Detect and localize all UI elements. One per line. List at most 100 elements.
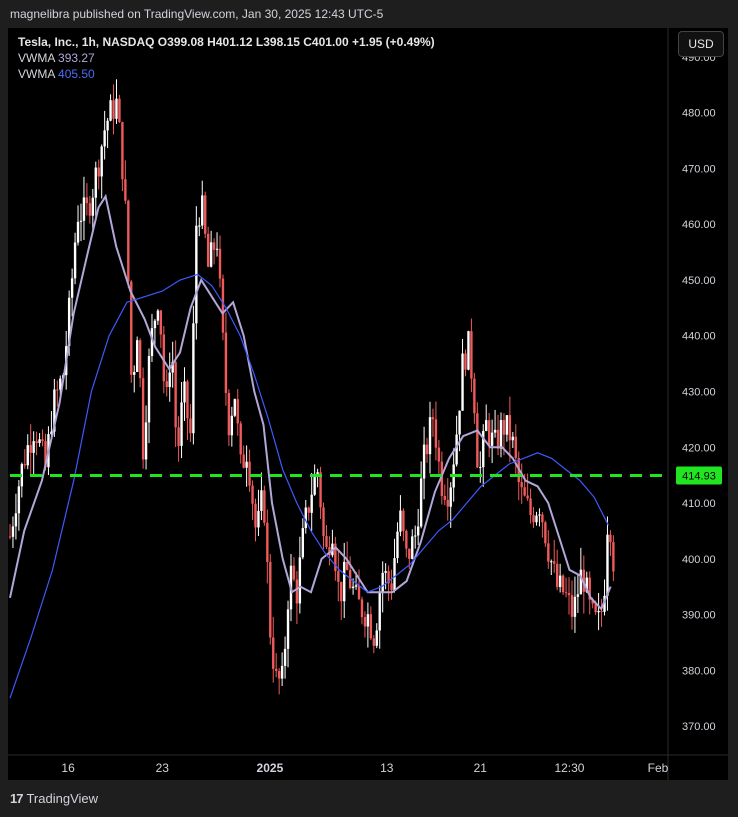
- candle-body-182: [547, 543, 550, 562]
- candle-body-96: [292, 565, 296, 580]
- candle-body-158: [476, 413, 479, 468]
- chart-legend: Tesla, Inc., 1h, NASDAQ O399.08 H401.12 …: [18, 34, 435, 82]
- candle-body-141: [425, 444, 429, 455]
- candle-body-69: [212, 242, 216, 250]
- candle-body-1: [11, 526, 15, 537]
- candle-body-169: [508, 415, 512, 441]
- x-tick-label-3: 13: [380, 761, 394, 775]
- candle-body-148: [446, 499, 449, 507]
- vwma-fast-legend: VWMA 393.27: [18, 50, 435, 66]
- candle-body-192: [576, 594, 580, 597]
- candle-body-85: [260, 490, 263, 511]
- vwma-slow-value: 405.50: [58, 67, 95, 81]
- candle-body-33: [106, 120, 109, 131]
- candle-body-6: [26, 445, 29, 466]
- candle-body-49: [153, 320, 157, 329]
- candle-body-53: [165, 381, 168, 388]
- candle-body-153: [461, 353, 464, 411]
- candle-body-179: [538, 514, 541, 516]
- candle-body-143: [431, 417, 435, 420]
- chart-frame[interactable]: [8, 28, 728, 780]
- candle-body-68: [209, 242, 213, 267]
- candle-body-121: [366, 614, 370, 627]
- candle-body-75: [230, 415, 234, 436]
- candle-body-51: [159, 310, 163, 335]
- candle-body-77: [236, 399, 239, 424]
- candle-body-23: [76, 221, 80, 243]
- candle-body-26: [85, 197, 89, 204]
- candle-body-106: [322, 507, 325, 536]
- symbol-ohlc: Tesla, Inc., 1h, NASDAQ O399.08 H401.12 …: [18, 35, 435, 49]
- candle-body-177: [532, 515, 535, 523]
- candle-body-110: [334, 543, 337, 572]
- candle-body-60: [186, 381, 189, 419]
- y-tick-label-11: 380.00: [682, 665, 716, 677]
- candle-body-189: [567, 593, 571, 596]
- candle-body-62: [192, 323, 195, 434]
- candle-body-7: [29, 445, 32, 453]
- candle-body-129: [390, 583, 393, 591]
- candle-body-36: [115, 98, 118, 119]
- candle-body-3: [17, 486, 21, 514]
- candle-body-87: [266, 522, 269, 562]
- candle-body-58: [180, 402, 183, 446]
- candle-body-24: [79, 220, 83, 222]
- candle-body-43: [135, 340, 139, 372]
- candle-body-173: [520, 482, 523, 488]
- candle-body-198: [594, 603, 597, 613]
- candle-body-100: [304, 507, 307, 529]
- candle-body-163: [490, 432, 494, 446]
- candle-body-82: [251, 485, 254, 504]
- candle-body-186: [558, 575, 562, 587]
- candle-body-195: [585, 577, 588, 592]
- candle-body-176: [529, 498, 532, 516]
- currency-button[interactable]: USD: [678, 31, 724, 57]
- candle-body-162: [487, 420, 491, 446]
- candle-body-140: [422, 444, 426, 479]
- candle-body-166: [499, 420, 503, 449]
- candle-body-102: [310, 494, 313, 513]
- candle-body-116: [351, 586, 355, 589]
- candle-body-118: [357, 585, 361, 600]
- candle-body-15: [53, 389, 56, 432]
- candle-body-72: [221, 278, 225, 333]
- candle-body-78: [239, 423, 242, 455]
- x-tick-label-6: Feb: [648, 761, 669, 775]
- candle-body-108: [328, 547, 331, 556]
- x-tick-label-4: 21: [474, 761, 488, 775]
- vwma-slow-legend: VWMA 405.50: [18, 66, 435, 82]
- candle-body-20: [67, 297, 71, 347]
- candle-body-138: [416, 526, 420, 536]
- tradingview-footer[interactable]: 17 TradingView: [10, 791, 98, 806]
- candle-body-120: [363, 617, 367, 627]
- candle-body-39: [124, 179, 127, 201]
- candle-body-159: [479, 467, 482, 469]
- candle-body-174: [523, 487, 526, 496]
- candle-body-181: [544, 522, 547, 544]
- x-tick-label-5: 12:30: [554, 761, 584, 775]
- y-tick-label-2: 470.00: [682, 163, 716, 175]
- candle-body-188: [564, 592, 568, 594]
- candle-body-34: [109, 100, 112, 121]
- candle-body-127: [384, 571, 387, 573]
- candle-body-194: [582, 569, 586, 592]
- candle-body-156: [470, 331, 473, 379]
- candle-body-147: [443, 496, 446, 500]
- candle-body-90: [274, 668, 278, 672]
- candle-body-14: [50, 431, 53, 435]
- candle-body-122: [369, 614, 373, 639]
- y-tick-label-3: 460.00: [682, 219, 716, 231]
- candle-body-57: [177, 427, 180, 446]
- candle-body-11: [41, 439, 44, 442]
- candle-body-161: [484, 420, 488, 431]
- candle-body-99: [301, 528, 305, 558]
- candle-body-71: [218, 248, 222, 279]
- candle-body-79: [242, 454, 245, 468]
- candle-body-84: [257, 510, 260, 528]
- candle-body-191: [573, 596, 577, 617]
- candle-body-48: [150, 328, 154, 357]
- candle-body-17: [59, 378, 62, 390]
- candle-body-41: [130, 281, 133, 375]
- candle-body-167: [502, 420, 506, 435]
